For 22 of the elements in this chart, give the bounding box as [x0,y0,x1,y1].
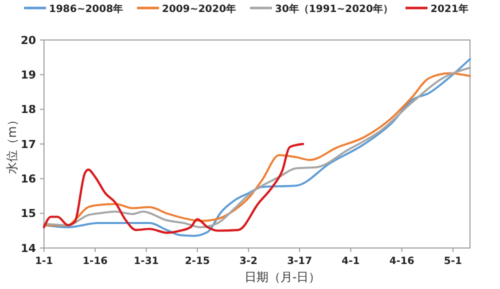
x-tick-label: 3-2 [239,256,258,267]
legend-label: 2021年 [430,3,468,15]
y-tick-label: 14 [20,242,36,255]
x-tick-label: 1-31 [134,256,159,267]
x-tick-label: 5-1 [444,256,462,267]
y-tick-label: 15 [20,207,36,220]
x-tick-label: 1-1 [34,256,54,267]
x-tick-label: 4-16 [389,256,414,267]
y-tick-label: 20 [20,34,36,47]
y-tick-label: 18 [20,103,36,116]
x-tick-label: 3-17 [287,256,312,267]
x-tick-label: 2-15 [184,256,210,267]
y-tick-label: 17 [20,138,36,151]
x-tick-label: 1-16 [82,256,108,267]
legend-label: 2009~2020年 [162,3,236,15]
legend-label: 1986~2008年 [49,3,124,15]
y-tick-label: 19 [20,68,36,82]
legend-label: 30年（1991~2020年） [275,3,393,15]
x-tick-label: 4-1 [342,256,360,267]
y-tick-label: 16 [20,172,36,186]
x-axis-title: 日期（月-日） [244,270,321,284]
y-axis-title: 水位（m） [5,114,19,174]
